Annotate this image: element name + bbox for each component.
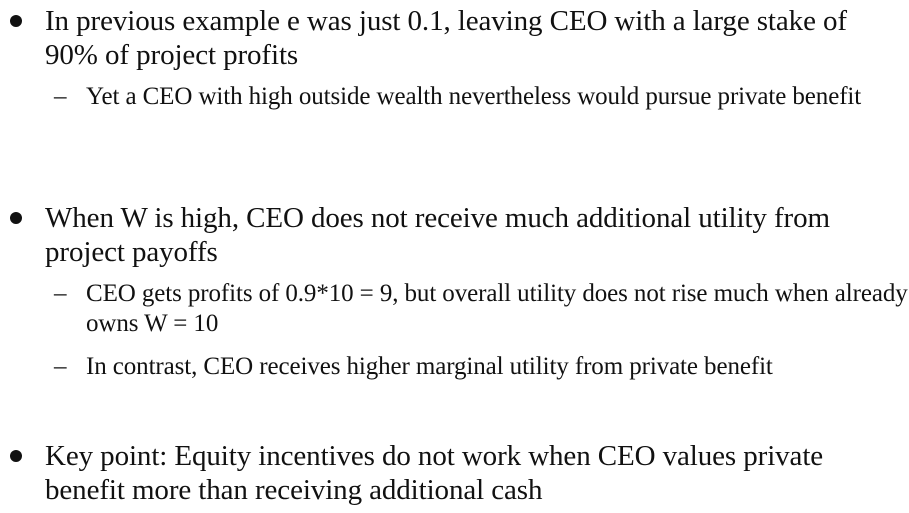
bullet-dot-icon [10,450,22,462]
sub-bullet-text: Yet a CEO with high outside wealth never… [86,83,862,110]
dash-icon: – [54,353,67,380]
dash-icon: – [54,280,67,307]
dash-icon: – [54,83,67,110]
bullet-text: When W is high, CEO does not receive muc… [45,202,830,268]
sub-bullet-text: CEO gets profits of 0.9*10 = 9, but over… [86,280,908,337]
bullet-dot-icon [10,15,22,27]
bullet-text: In previous example e was just 0.1, leav… [45,5,847,71]
bullet-dot-icon [10,212,22,224]
sub-bullet-text: In contrast, CEO receives higher margina… [86,353,773,380]
bullet-text: Key point: Equity incentives do not work… [45,440,824,506]
